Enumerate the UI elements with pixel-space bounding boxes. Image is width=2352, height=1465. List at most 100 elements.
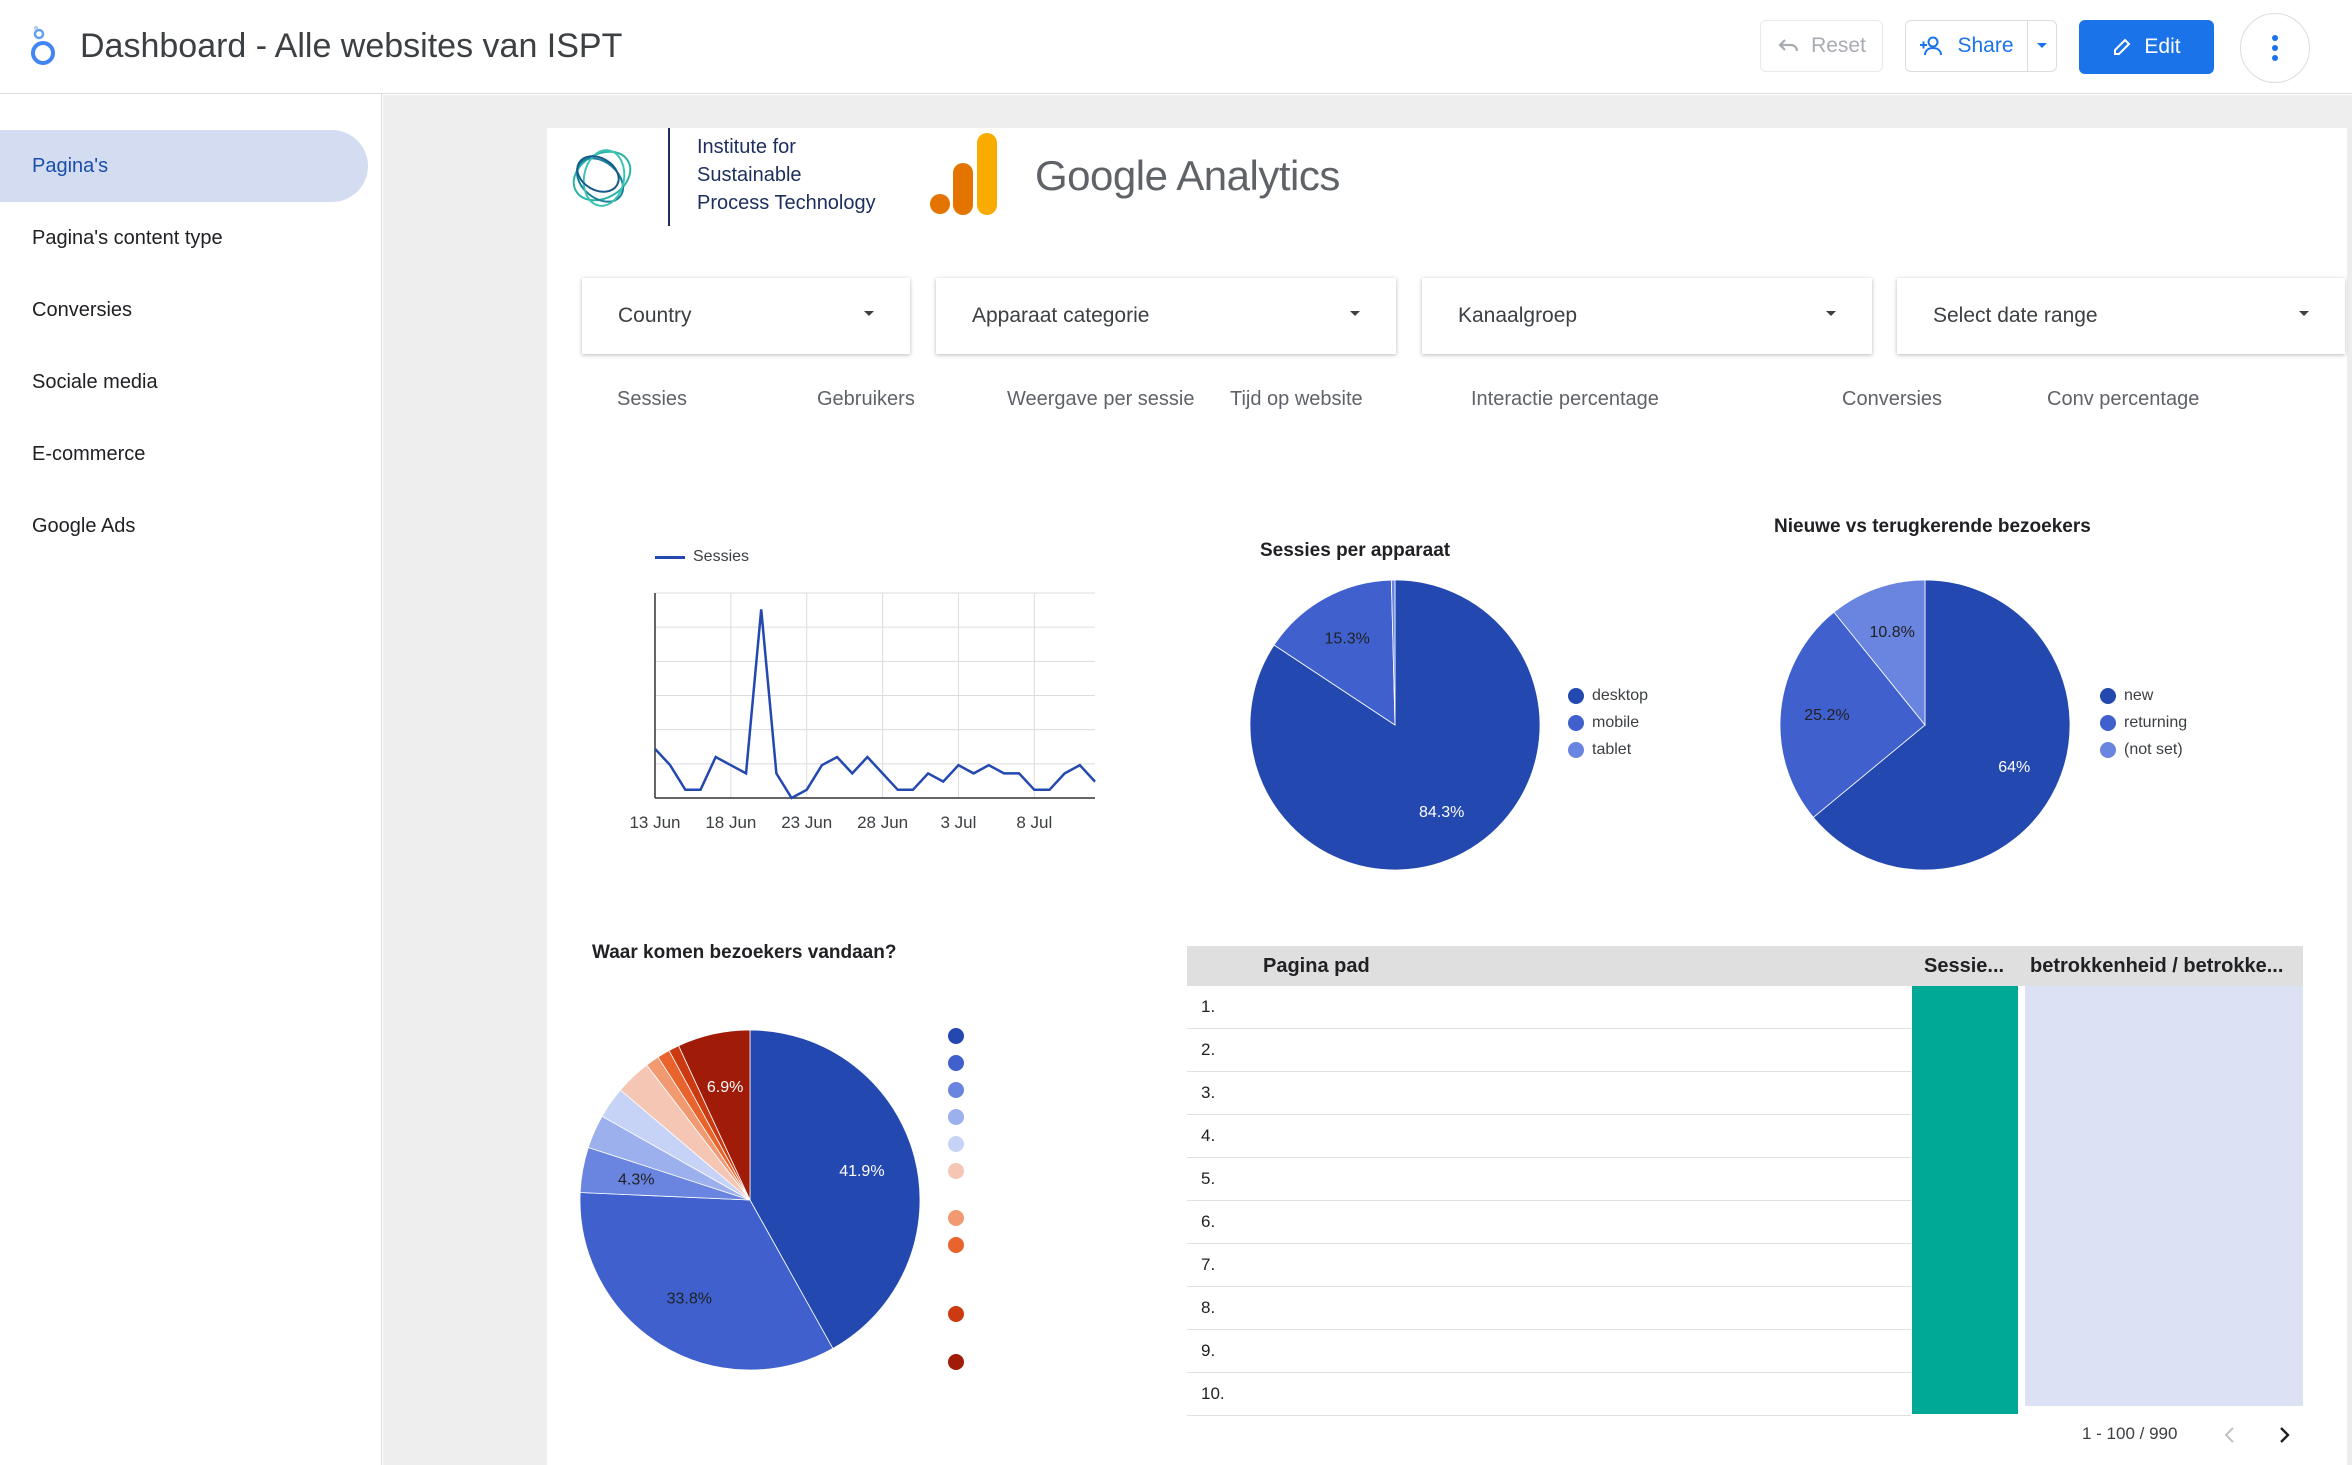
legend-dot <box>948 1028 964 1044</box>
metric-weergave-per-sessie: Weergave per sessie <box>1007 388 1195 410</box>
legend-label: tablet <box>1592 740 1632 758</box>
google-analytics-label: Google Analytics <box>1035 152 1340 199</box>
undo-icon <box>1778 39 1799 52</box>
legend-label: new <box>2124 686 2154 704</box>
visitors-pie-legend: new returning (not set) <box>2100 682 2187 763</box>
pie-slice-label: 64% <box>1998 759 2030 776</box>
column-header-pagina-pad[interactable]: Pagina pad <box>1263 954 1370 977</box>
edit-button[interactable]: Edit <box>2079 20 2214 74</box>
add-person-icon <box>1920 36 1943 56</box>
device-filter-label: Apparaat categorie <box>972 304 1150 327</box>
country-filter[interactable]: Country <box>582 278 910 354</box>
pagination-label: 1 - 100 / 990 <box>2082 1424 2178 1443</box>
table-row[interactable]: 7. <box>1187 1244 1911 1287</box>
pie-slice-label: 41.9% <box>839 1163 884 1180</box>
org-name: Institute for Sustainable Process Techno… <box>697 133 876 217</box>
device-pie-chart[interactable]: 84.3% 15.3% <box>1240 570 1550 880</box>
pie-slice[interactable] <box>1833 579 1926 727</box>
top-bar: Dashboard - Alle websites van ISPT Reset… <box>0 0 2352 94</box>
nav-item-paginas[interactable]: Pagina's <box>0 130 368 202</box>
table-row[interactable]: 5. <box>1187 1158 1911 1201</box>
org-name-line1: Institute for <box>697 136 796 158</box>
column-header-sessies[interactable]: Sessie... <box>1924 954 2005 977</box>
date-range-filter[interactable]: Select date range <box>1897 278 2345 354</box>
pencil-icon <box>2114 38 2131 55</box>
caret-down-icon <box>2299 311 2309 316</box>
table-row[interactable]: 4. <box>1187 1115 1911 1158</box>
sources-pie-legend <box>948 1028 964 1370</box>
table-row[interactable]: 9. <box>1187 1330 1911 1373</box>
pie-slice[interactable] <box>749 1029 921 1349</box>
legend-item-desktop: desktop <box>1568 682 1648 709</box>
legend-label: mobile <box>1592 713 1640 731</box>
sources-pie-title: Waar komen bezoekers vandaan? <box>592 942 897 963</box>
legend-dot <box>948 1082 964 1098</box>
series-line-sessies <box>654 609 1096 800</box>
share-dropdown-button[interactable] <box>2027 20 2057 72</box>
pie-slice[interactable] <box>1779 611 1926 818</box>
more-vert-icon <box>2272 35 2278 61</box>
channel-group-filter[interactable]: Kanaalgroep <box>1422 278 1872 354</box>
nav-item-content-type[interactable]: Pagina's content type <box>32 226 223 249</box>
chevron-right-icon[interactable] <box>2276 1426 2292 1444</box>
logo-divider <box>668 128 670 226</box>
date-range-label: Select date range <box>1933 304 2098 327</box>
pie-slice[interactable] <box>579 1192 834 1371</box>
caret-down-icon <box>1826 311 1836 316</box>
legend-item-new: new <box>2100 682 2187 709</box>
x-tick-label: 28 Jun <box>857 813 908 832</box>
table-row[interactable]: 10. <box>1187 1373 1911 1416</box>
share-label: Share <box>1957 34 2014 57</box>
pie-slice-label: 84.3% <box>1419 804 1464 821</box>
visitors-pie-title: Nieuwe vs terugkerende bezoekers <box>1774 516 2091 537</box>
legend-dot <box>948 1055 964 1071</box>
nav-item-e-commerce[interactable]: E-commerce <box>32 442 146 465</box>
pie-slice-label: 6.9% <box>707 1079 743 1096</box>
nav-item-conversies[interactable]: Conversies <box>32 298 133 321</box>
device-category-filter[interactable]: Apparaat categorie <box>936 278 1396 354</box>
pie-slice[interactable] <box>1390 579 1396 726</box>
nav-item-sociale-media[interactable]: Sociale media <box>32 370 158 393</box>
sources-pie-chart[interactable]: 41.9% 33.8% 4.3% 6.9% <box>570 1020 930 1380</box>
table-row[interactable]: 6. <box>1187 1201 1911 1244</box>
legend-item-returning: returning <box>2100 709 2187 736</box>
pie-slice[interactable] <box>1812 579 2071 871</box>
legend-dot <box>948 1109 964 1125</box>
metric-conv-percentage: Conv percentage <box>2047 388 2200 410</box>
chevron-left-icon[interactable] <box>2222 1426 2238 1444</box>
legend-label-sessies: Sessies <box>693 548 750 565</box>
pages-table[interactable]: Pagina pad Sessie... betrokkenheid / bet… <box>1187 946 2303 1416</box>
more-options-button[interactable] <box>2240 13 2310 83</box>
sessions-line-chart[interactable]: 13 Jun 18 Jun 23 Jun 28 Jun 3 Jul 8 Jul <box>615 585 1105 835</box>
pie-slice-label: 10.8% <box>1869 624 1914 641</box>
x-tick-label: 3 Jul <box>940 813 976 832</box>
table-row[interactable]: 2. <box>1187 1029 1911 1072</box>
metric-sessies: Sessies <box>617 388 688 410</box>
caret-down-icon <box>864 311 874 316</box>
looker-studio-logo[interactable] <box>26 24 60 68</box>
reset-button[interactable]: Reset <box>1760 20 1883 72</box>
pie-slice[interactable] <box>678 1029 751 1201</box>
column-header-betrokkenheid[interactable]: betrokkenheid / betrokke... <box>2030 954 2284 977</box>
table-row[interactable]: 8. <box>1187 1287 1911 1330</box>
caret-down-icon <box>2036 43 2047 48</box>
legend-label: returning <box>2124 713 2188 731</box>
nav-item-google-ads[interactable]: Google Ads <box>32 514 136 537</box>
pie-slice[interactable] <box>1273 579 1396 726</box>
table-row[interactable]: 1. <box>1187 986 1911 1029</box>
legend-swatch <box>655 555 685 559</box>
share-button[interactable]: Share <box>1905 20 2028 72</box>
caret-down-icon <box>1350 311 1360 316</box>
device-pie-title: Sessies per apparaat <box>1260 540 1451 561</box>
legend-dot <box>2100 714 2116 731</box>
page-title: Dashboard - Alle websites van ISPT <box>80 27 623 65</box>
table-body: 1. 2. 3. 4. 5. 6. 7. 8. 9. 10. <box>1187 986 1911 1416</box>
visitors-pie-chart[interactable]: 64% 25.2% 10.8% <box>1770 570 2080 880</box>
org-name-line2: Sustainable <box>697 164 802 186</box>
legend-label: (not set) <box>2124 740 2183 758</box>
table-row[interactable]: 3. <box>1187 1072 1911 1115</box>
metric-gebruikers: Gebruikers <box>817 388 915 410</box>
table-pagination: 1 - 100 / 990 <box>2082 1424 2290 1444</box>
engagement-bar-column <box>2025 986 2303 1406</box>
legend-dot <box>948 1210 964 1226</box>
